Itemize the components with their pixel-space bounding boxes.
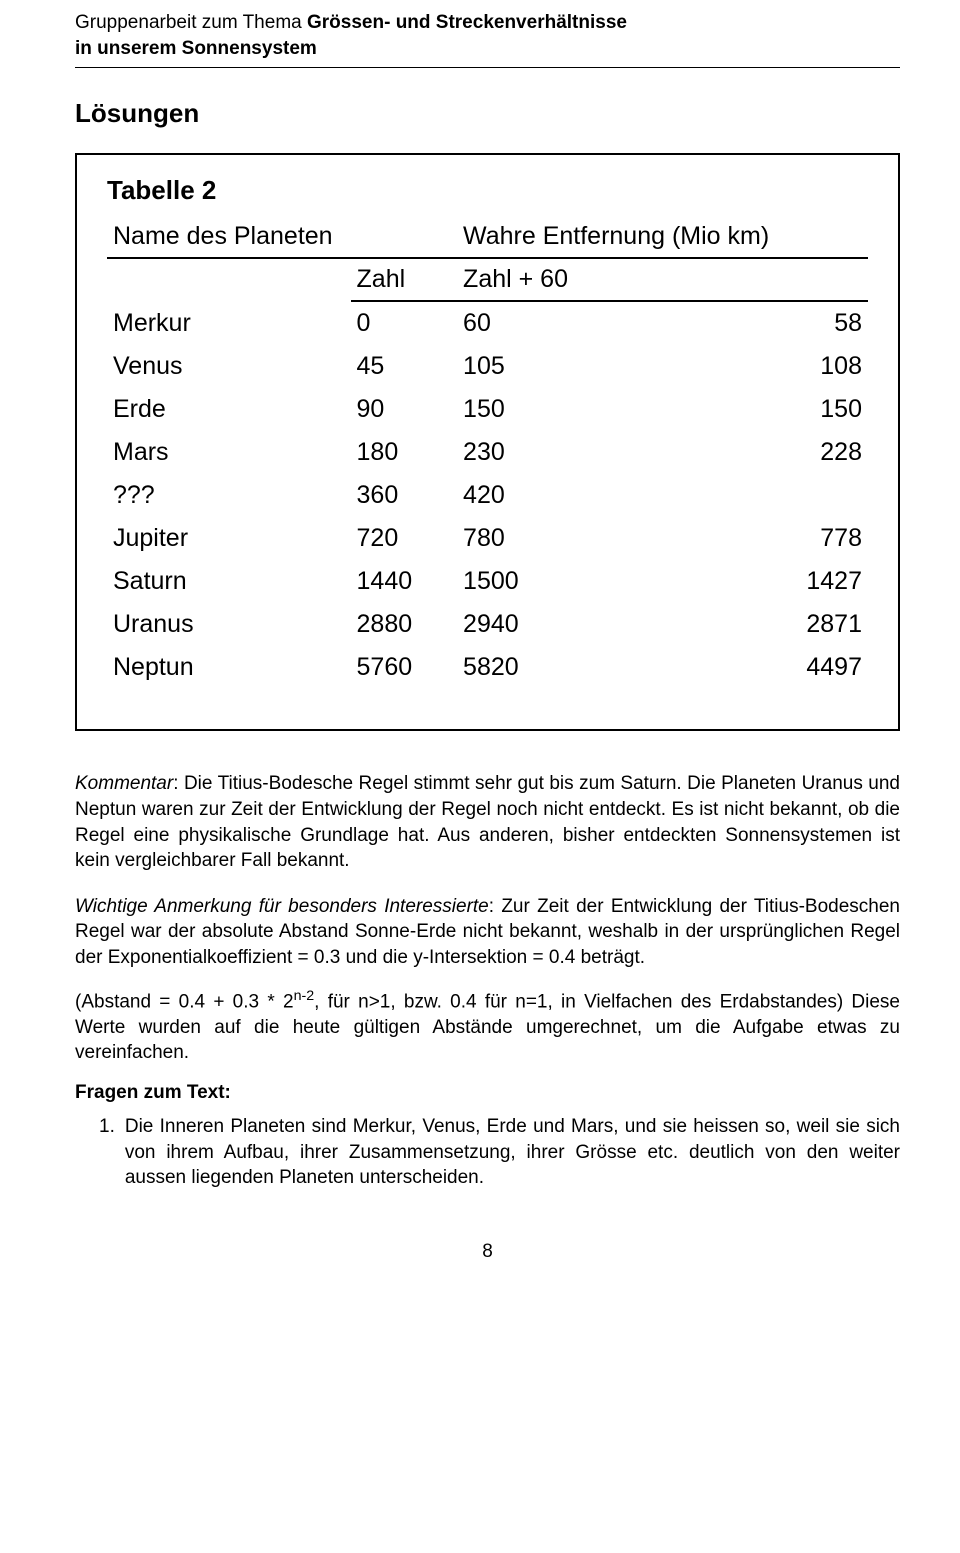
header-bold-2: in unserem Sonnensystem <box>75 38 317 59</box>
table-row: Uranus288029402871 <box>107 603 868 646</box>
comment-text: : Die Titius-Bodesche Regel stimmt sehr … <box>75 773 900 871</box>
cell-zahl60: 420 <box>457 474 609 517</box>
table-row: Jupiter720780778 <box>107 517 868 560</box>
cell-zahl60: 780 <box>457 517 609 560</box>
table-row: Venus45105108 <box>107 345 868 388</box>
cell-name: Venus <box>107 345 351 388</box>
cell-name: Neptun <box>107 646 351 689</box>
table-row: Neptun576058204497 <box>107 646 868 689</box>
cell-zahl60: 230 <box>457 431 609 474</box>
cell-name: Saturn <box>107 560 351 603</box>
formula-pre: (Abstand = 0.4 + 0.3 * 2 <box>75 991 294 1012</box>
table-row: Merkur06058 <box>107 301 868 345</box>
formula-paragraph: (Abstand = 0.4 + 0.3 * 2n-2, für n>1, bz… <box>75 987 900 1066</box>
cell-zahl: 5760 <box>351 646 458 689</box>
cell-dist <box>609 474 868 517</box>
cell-dist: 108 <box>609 345 868 388</box>
cell-name: Jupiter <box>107 517 351 560</box>
cell-zahl: 180 <box>351 431 458 474</box>
table-row: ???360420 <box>107 474 868 517</box>
th-blank1 <box>351 216 458 258</box>
note-paragraph: Wichtige Anmerkung für besonders Interes… <box>75 894 900 971</box>
header-bold-1: Grössen- und Streckenverhältnisse <box>307 12 627 33</box>
cell-zahl: 0 <box>351 301 458 345</box>
comment-paragraph: Kommentar: Die Titius-Bodesche Regel sti… <box>75 771 900 874</box>
header-prefix: Gruppenarbeit zum Thema <box>75 12 307 33</box>
th-zahl: Zahl <box>351 258 458 301</box>
table-body: Merkur06058Venus45105108Erde90150150Mars… <box>107 301 868 689</box>
cell-zahl60: 2940 <box>457 603 609 646</box>
cell-dist: 778 <box>609 517 868 560</box>
cell-dist: 1427 <box>609 560 868 603</box>
table-title: Tabelle 2 <box>107 175 868 206</box>
note-lead: Wichtige Anmerkung für besonders Interes… <box>75 896 489 917</box>
table-row: Mars180230228 <box>107 431 868 474</box>
fragen-item-num: 1. <box>99 1114 115 1191</box>
cell-zahl60: 5820 <box>457 646 609 689</box>
cell-zahl: 45 <box>351 345 458 388</box>
fragen-item-1: 1. Die Inneren Planeten sind Merkur, Ven… <box>75 1114 900 1191</box>
cell-zahl60: 1500 <box>457 560 609 603</box>
cell-zahl: 90 <box>351 388 458 431</box>
th-blank3 <box>609 258 868 301</box>
page-container: Gruppenarbeit zum Thema Grössen- und Str… <box>0 0 960 1303</box>
fragen-title: Fragen zum Text: <box>75 1082 900 1104</box>
cell-zahl60: 105 <box>457 345 609 388</box>
cell-dist: 150 <box>609 388 868 431</box>
cell-name: Uranus <box>107 603 351 646</box>
cell-dist: 58 <box>609 301 868 345</box>
th-blank2 <box>107 258 351 301</box>
cell-zahl60: 60 <box>457 301 609 345</box>
cell-dist: 228 <box>609 431 868 474</box>
table-frame: Tabelle 2 Name des Planeten Wahre Entfer… <box>75 153 900 731</box>
planet-table: Name des Planeten Wahre Entfernung (Mio … <box>107 216 868 689</box>
cell-name: Mars <box>107 431 351 474</box>
document-header: Gruppenarbeit zum Thema Grössen- und Str… <box>75 10 900 61</box>
cell-zahl60: 150 <box>457 388 609 431</box>
cell-zahl: 720 <box>351 517 458 560</box>
fragen-item-text: Die Inneren Planeten sind Merkur, Venus,… <box>125 1114 900 1191</box>
formula-sup: n-2 <box>294 988 315 1004</box>
cell-dist: 4497 <box>609 646 868 689</box>
cell-zahl: 1440 <box>351 560 458 603</box>
th-name: Name des Planeten <box>107 216 351 258</box>
solutions-title: Lösungen <box>75 98 900 129</box>
header-rule <box>75 67 900 68</box>
table-row: Erde90150150 <box>107 388 868 431</box>
cell-name: Erde <box>107 388 351 431</box>
th-zahl60: Zahl + 60 <box>457 258 609 301</box>
cell-dist: 2871 <box>609 603 868 646</box>
cell-name: ??? <box>107 474 351 517</box>
page-number: 8 <box>75 1241 900 1263</box>
cell-name: Merkur <box>107 301 351 345</box>
comment-lead: Kommentar <box>75 773 173 794</box>
table-row: Saturn144015001427 <box>107 560 868 603</box>
th-dist: Wahre Entfernung (Mio km) <box>457 216 868 258</box>
cell-zahl: 2880 <box>351 603 458 646</box>
cell-zahl: 360 <box>351 474 458 517</box>
